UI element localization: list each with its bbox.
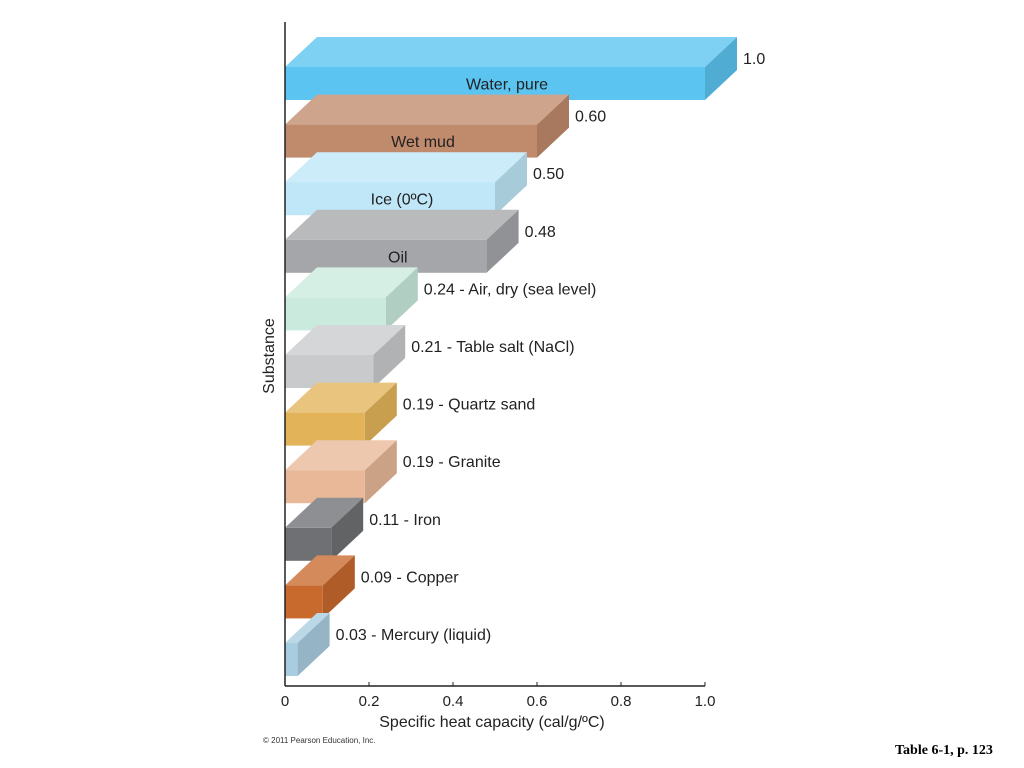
bar-side-face xyxy=(364,440,397,504)
x-tick-label: 0.2 xyxy=(359,693,380,710)
bar-top-face xyxy=(285,497,364,528)
x-axis-title: Specific heat capacity (cal/g/ºC) xyxy=(379,714,605,731)
bar-top-face xyxy=(285,555,355,586)
bar-inside-label: Oil xyxy=(388,249,408,266)
bar-top-face xyxy=(285,94,569,125)
bar-inside-label: Water, pure xyxy=(466,77,548,94)
bar-front-face xyxy=(285,527,332,561)
bar-front-face xyxy=(285,585,323,619)
bar-4: 0.24 - Air, dry (sea level) xyxy=(285,267,597,331)
bar-side-face xyxy=(385,267,418,331)
bar-top-face xyxy=(285,382,397,413)
bar-side-face xyxy=(486,209,519,273)
bar-value-label: 0.19 - Quartz sand xyxy=(403,397,536,414)
x-tick-label: 0 xyxy=(281,693,289,710)
bar-top-face xyxy=(285,440,397,471)
bar-value-label: 0.48 xyxy=(525,224,556,241)
bar-value-label: 0.09 - Copper xyxy=(361,569,460,586)
bar-top-face xyxy=(285,209,519,240)
bar-front-face xyxy=(285,124,537,158)
bar-3: Oil 0.48 xyxy=(285,209,556,273)
bar-top-face xyxy=(285,152,527,183)
bar-top-face xyxy=(285,325,406,355)
bar-value-label: 0.50 xyxy=(533,166,564,183)
bar-side-face xyxy=(537,94,569,158)
table-caption: Table 6-1, p. 123 xyxy=(895,743,993,758)
bar-inside-label: Ice (0ºC) xyxy=(371,192,434,209)
bar-top-face xyxy=(285,37,737,67)
bar-front-face xyxy=(285,239,487,273)
x-tick-label: 0.8 xyxy=(611,693,632,710)
bar-6: 0.19 - Quartz sand xyxy=(285,382,536,446)
bar-side-face xyxy=(705,37,737,100)
bar-value-label: 0.11 - Iron xyxy=(369,512,441,529)
bar-8: 0.11 - Iron xyxy=(285,497,441,561)
x-tick-label: 1.0 xyxy=(695,693,716,710)
bar-value-label: 0.03 - Mercury (liquid) xyxy=(336,627,492,644)
bar-9: 0.09 - Copper xyxy=(285,555,460,619)
bar-value-label: 0.21 - Table salt (NaCl) xyxy=(411,339,574,356)
x-tick-label: 0.6 xyxy=(527,693,548,710)
bar-inside-label: Wet mud xyxy=(391,134,455,151)
bar-front-face xyxy=(285,297,386,331)
bar-front-face xyxy=(285,412,365,446)
bar-value-label: 1.0 xyxy=(743,51,765,68)
bar-side-face xyxy=(297,613,330,676)
ticks-layer: 0 0.2 0.4 0.6 0.8 1.0 xyxy=(281,682,716,710)
bar-front-face xyxy=(285,643,298,676)
bar-side-face xyxy=(331,497,364,561)
bar-front-face xyxy=(285,67,705,100)
bar-top-face xyxy=(285,267,418,298)
y-axis-title: Substance xyxy=(261,318,278,394)
bar-value-label: 0.60 xyxy=(575,109,606,126)
bar-0: Water, pure 1.0 xyxy=(285,37,765,100)
bar-side-face xyxy=(373,325,406,388)
bar-front-face xyxy=(285,355,374,388)
x-tick-label: 0.4 xyxy=(443,693,464,710)
bar-front-face xyxy=(285,182,495,216)
bar-front-face xyxy=(285,470,365,504)
bar-10: 0.03 - Mercury (liquid) xyxy=(285,613,491,676)
bar-side-face xyxy=(495,152,527,216)
bar-5: 0.21 - Table salt (NaCl) xyxy=(285,325,575,388)
bar-7: 0.19 - Granite xyxy=(285,440,501,504)
bar-2: Ice (0ºC) 0.50 xyxy=(285,152,564,216)
bar-value-label: 0.24 - Air, dry (sea level) xyxy=(424,281,597,298)
bar-side-face xyxy=(322,555,355,619)
bar-side-face xyxy=(364,382,397,446)
bars-layer: Water, pure 1.0 Wet mud 0.60 Ice (0ºC) 0.50 Oi… xyxy=(285,37,765,676)
bar-1: Wet mud 0.60 xyxy=(285,94,606,158)
bar-value-label: 0.19 - Granite xyxy=(403,454,501,471)
copyright-notice: © 2011 Pearson Education, Inc. xyxy=(263,736,376,745)
bar-top-face xyxy=(285,613,330,643)
